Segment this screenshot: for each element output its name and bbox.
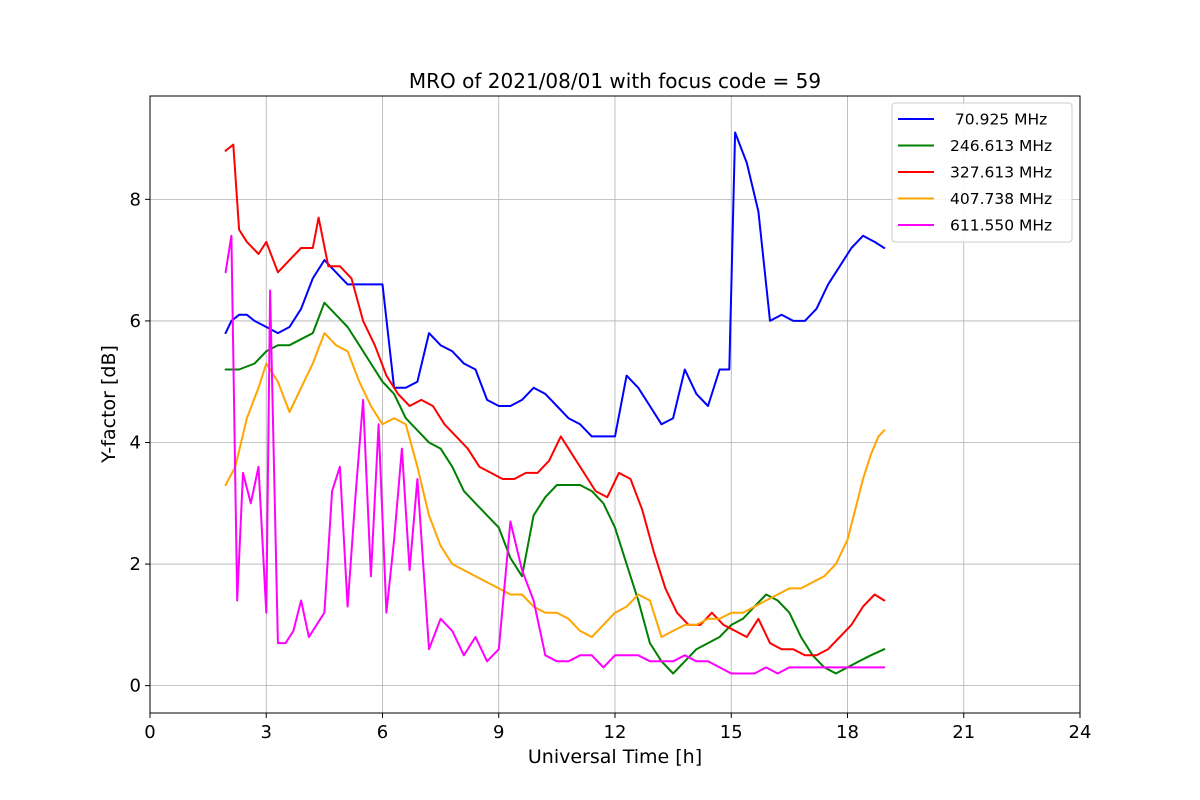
series-line-1 xyxy=(224,131,886,438)
x-tick-label: 12 xyxy=(604,722,627,743)
series-line-3 xyxy=(224,143,886,657)
x-tick-label: 6 xyxy=(377,722,388,743)
y-tick-label: 6 xyxy=(130,311,141,332)
x-axis-label: Universal Time [h] xyxy=(528,746,702,768)
x-tick-label: 9 xyxy=(493,722,504,743)
legend-label: 246.613 MHz xyxy=(950,137,1052,155)
y-tick-label: 2 xyxy=(130,554,141,575)
legend-label: 70.925 MHz xyxy=(950,111,1047,129)
series-line-2 xyxy=(224,301,886,675)
x-tick-label: 21 xyxy=(952,722,975,743)
legend-label: 327.613 MHz xyxy=(950,164,1052,182)
legend-label: 407.738 MHz xyxy=(950,190,1052,208)
series-line-5 xyxy=(224,234,886,675)
x-tick-label: 0 xyxy=(144,722,155,743)
y-tick-label: 0 xyxy=(130,676,141,697)
x-tick-label: 18 xyxy=(836,722,859,743)
y-tick-label: 8 xyxy=(130,189,141,210)
series-line-4 xyxy=(224,332,886,638)
y-tick-label: 4 xyxy=(130,432,141,453)
x-tick-label: 3 xyxy=(261,722,272,743)
x-tick-label: 24 xyxy=(1069,722,1092,743)
legend-label: 611.550 MHz xyxy=(950,217,1052,235)
x-tick-label: 15 xyxy=(720,722,743,743)
chart-title: MRO of 2021/08/01 with focus code = 59 xyxy=(409,69,821,93)
y-axis-label: Y-factor [dB] xyxy=(98,345,120,464)
series-layer xyxy=(224,131,886,675)
legend-box xyxy=(891,102,1073,243)
legend: 70.925 MHz 246.613 MHz 327.613 MHz 407.738 … xyxy=(891,102,1073,243)
